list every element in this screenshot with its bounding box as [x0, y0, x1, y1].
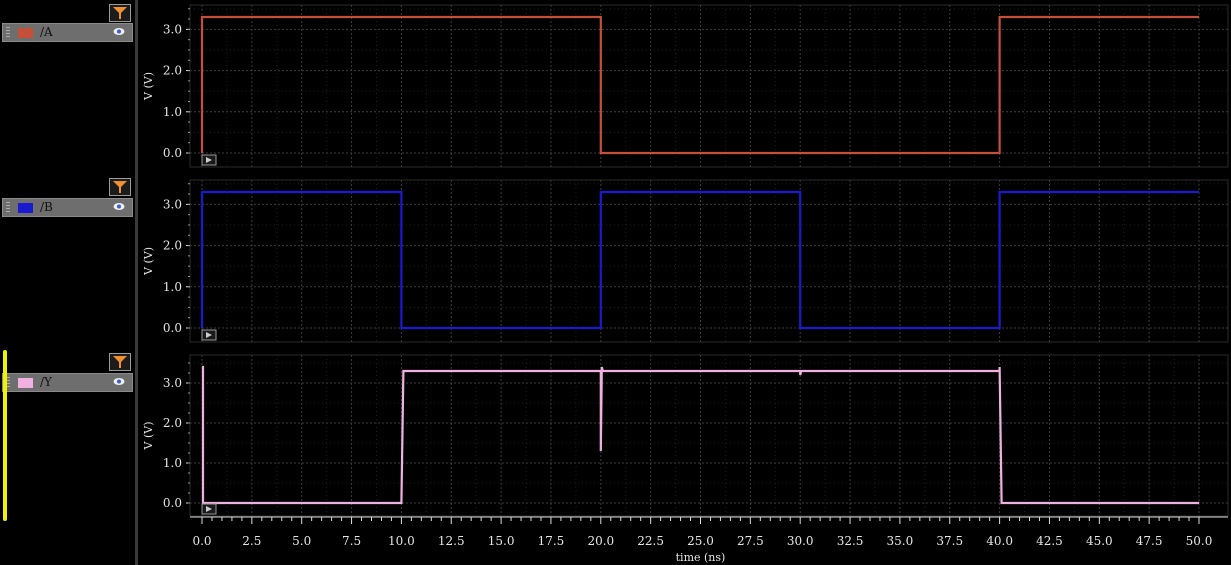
y-tick-label: 2.0 [163, 239, 182, 253]
signal-color-swatch [18, 203, 33, 213]
x-tick-label: 25.0 [687, 534, 714, 548]
y-tick-label: 2.0 [163, 416, 182, 430]
x-tick-label: 37.5 [936, 534, 963, 548]
y-tick-label: 2.0 [163, 64, 182, 78]
y-axis-label: V (V) [142, 72, 155, 101]
x-tick-label: 12.5 [438, 534, 465, 548]
x-tick-label: 32.5 [837, 534, 864, 548]
plot-area [189, 4, 1229, 168]
y-tick-label: 3.0 [163, 376, 182, 390]
signal-label: /B [40, 200, 53, 214]
plot-area [189, 354, 1229, 517]
signal-row-a[interactable]: /A [2, 23, 133, 42]
drag-handle[interactable] [6, 202, 10, 212]
x-tick-label: 35.0 [887, 534, 914, 548]
waveform-y [201, 365, 1199, 505]
signal-label: /Y [40, 375, 52, 389]
eye-icon[interactable] [113, 27, 125, 36]
x-tick-label: 0.0 [192, 534, 211, 548]
x-tick-label: 22.5 [637, 534, 664, 548]
y-axis-label: V (V) [142, 422, 155, 451]
x-axis-label: time (ns) [676, 551, 726, 564]
signal-color-swatch [18, 28, 33, 38]
play-arrow-icon [206, 506, 212, 512]
signal-color-swatch [18, 378, 33, 388]
filter-button-b[interactable] [109, 178, 131, 196]
x-tick-label: 5.0 [292, 534, 311, 548]
filter-button-y[interactable] [109, 353, 131, 371]
filter-button-a[interactable] [109, 4, 131, 22]
waveform-b [200, 190, 1199, 330]
play-arrow-icon [206, 332, 212, 338]
y-tick-label: 1.0 [163, 280, 182, 294]
filter-icon [113, 7, 127, 19]
drag-handle[interactable] [6, 377, 10, 387]
eye-icon[interactable] [113, 202, 125, 211]
waveform-a [200, 15, 1199, 155]
eye-icon[interactable] [113, 377, 125, 386]
filter-icon [113, 356, 127, 368]
filter-icon [113, 181, 127, 193]
y-tick-label: 0.0 [163, 321, 182, 335]
x-tick-label: 47.5 [1136, 534, 1163, 548]
x-tick-label: 42.5 [1036, 534, 1063, 548]
y-tick-label: 1.0 [163, 105, 182, 119]
y-axis-label: V (V) [142, 247, 155, 276]
signal-list-panel: /A /B /Y [0, 0, 137, 565]
signal-row-b[interactable]: /B [2, 198, 133, 217]
plot-area [189, 179, 1229, 343]
y-tick-label: 3.0 [163, 22, 182, 36]
x-tick-label: 27.5 [737, 534, 764, 548]
play-arrow-icon [206, 157, 212, 163]
x-tick-label: 50.0 [1186, 534, 1213, 548]
y-tick-label: 1.0 [163, 456, 182, 470]
signal-label: /A [40, 25, 53, 39]
selection-indicator [3, 350, 7, 521]
y-tick-label: 0.0 [163, 496, 182, 510]
y-tick-label: 3.0 [163, 197, 182, 211]
y-tick-label: 0.0 [163, 146, 182, 160]
x-tick-label: 2.5 [242, 534, 261, 548]
x-tick-label: 20.0 [587, 534, 614, 548]
x-tick-label: 30.0 [787, 534, 814, 548]
x-tick-label: 40.0 [986, 534, 1013, 548]
x-tick-label: 45.0 [1086, 534, 1113, 548]
signal-row-y[interactable]: /Y [2, 373, 133, 392]
x-tick-label: 10.0 [388, 534, 415, 548]
x-tick-label: 7.5 [342, 534, 361, 548]
drag-handle[interactable] [6, 27, 10, 37]
x-tick-label: 15.0 [488, 534, 515, 548]
x-tick-label: 17.5 [538, 534, 565, 548]
